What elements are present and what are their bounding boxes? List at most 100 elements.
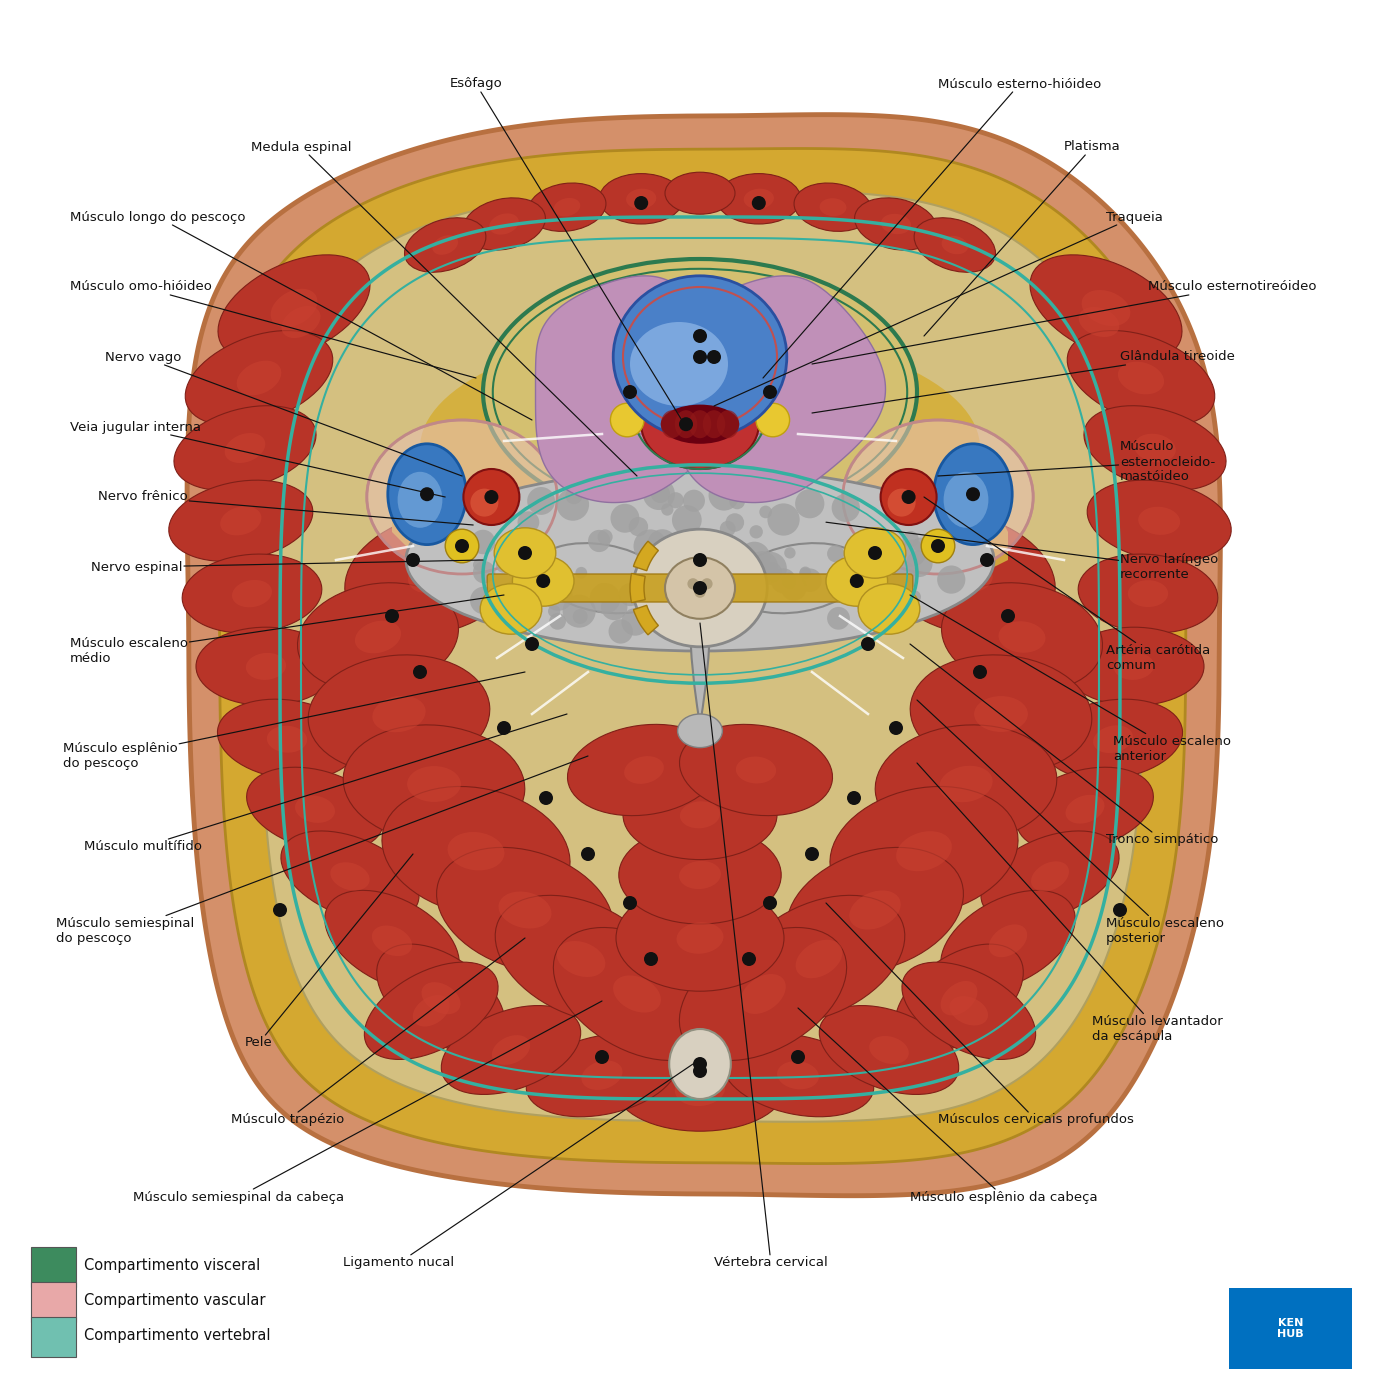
Text: KEN
HUB: KEN HUB <box>1277 1317 1305 1340</box>
Circle shape <box>798 568 822 592</box>
Circle shape <box>536 574 550 588</box>
Circle shape <box>445 529 479 563</box>
Ellipse shape <box>661 410 683 438</box>
Ellipse shape <box>678 714 722 748</box>
Text: Tronco simpático: Tronco simpático <box>910 644 1218 847</box>
Circle shape <box>668 493 683 508</box>
Circle shape <box>980 553 994 567</box>
Ellipse shape <box>616 885 784 991</box>
Ellipse shape <box>830 787 1018 916</box>
Ellipse shape <box>496 896 666 1022</box>
Text: Traqueia: Traqueia <box>714 210 1163 406</box>
Text: Músculo omo-hióideo: Músculo omo-hióideo <box>70 280 476 378</box>
Circle shape <box>752 196 766 210</box>
Ellipse shape <box>1088 480 1231 561</box>
Circle shape <box>966 487 980 501</box>
Circle shape <box>693 553 707 567</box>
Ellipse shape <box>377 944 505 1053</box>
Ellipse shape <box>679 724 833 816</box>
Circle shape <box>470 587 498 615</box>
Circle shape <box>588 529 610 552</box>
Circle shape <box>589 582 620 613</box>
Circle shape <box>746 475 771 500</box>
Text: Músculo esplênio
do pescoço: Músculo esplênio do pescoço <box>63 672 525 770</box>
FancyBboxPatch shape <box>31 1282 76 1322</box>
Polygon shape <box>188 115 1221 1196</box>
Ellipse shape <box>553 927 721 1061</box>
Ellipse shape <box>819 199 847 216</box>
Circle shape <box>545 582 573 610</box>
Ellipse shape <box>613 276 787 438</box>
Ellipse shape <box>1119 361 1163 395</box>
Circle shape <box>539 791 553 805</box>
Circle shape <box>921 529 955 563</box>
Ellipse shape <box>372 925 412 956</box>
Circle shape <box>749 525 763 539</box>
Ellipse shape <box>308 655 490 773</box>
Text: Esôfago: Esôfago <box>449 77 686 427</box>
Ellipse shape <box>854 197 938 251</box>
Text: Músculo esplênio da cabeça: Músculo esplênio da cabeça <box>798 1008 1098 1204</box>
Ellipse shape <box>881 214 911 234</box>
Ellipse shape <box>220 507 262 535</box>
Circle shape <box>683 490 706 512</box>
Ellipse shape <box>1043 699 1183 780</box>
Ellipse shape <box>388 444 466 545</box>
Ellipse shape <box>1064 627 1204 706</box>
Ellipse shape <box>988 924 1028 958</box>
Ellipse shape <box>850 890 900 930</box>
Circle shape <box>888 489 916 517</box>
Circle shape <box>598 529 613 545</box>
Ellipse shape <box>480 584 542 634</box>
Ellipse shape <box>246 767 384 851</box>
Ellipse shape <box>483 259 917 525</box>
Circle shape <box>694 587 706 598</box>
Ellipse shape <box>554 197 580 217</box>
Ellipse shape <box>633 529 767 647</box>
Text: Músculo semiespinal
do pescoço: Músculo semiespinal do pescoço <box>56 756 588 945</box>
Ellipse shape <box>675 410 697 438</box>
Circle shape <box>708 480 739 511</box>
Ellipse shape <box>1084 406 1226 490</box>
Circle shape <box>693 350 707 364</box>
Circle shape <box>449 532 477 560</box>
Ellipse shape <box>406 469 994 651</box>
Circle shape <box>413 665 427 679</box>
FancyBboxPatch shape <box>630 381 770 434</box>
Circle shape <box>549 613 566 630</box>
Ellipse shape <box>232 580 272 608</box>
Circle shape <box>707 350 721 364</box>
Circle shape <box>497 721 511 735</box>
Circle shape <box>672 505 701 535</box>
Ellipse shape <box>869 1036 909 1064</box>
Circle shape <box>648 556 662 570</box>
Polygon shape <box>676 276 886 503</box>
Circle shape <box>906 550 932 577</box>
Wedge shape <box>633 542 658 571</box>
Ellipse shape <box>665 557 735 619</box>
Wedge shape <box>630 574 645 602</box>
Circle shape <box>420 487 434 501</box>
Circle shape <box>634 196 648 210</box>
Ellipse shape <box>941 981 977 1015</box>
Text: Veia jugular interna: Veia jugular interna <box>70 420 445 497</box>
Text: Compartimento vascular: Compartimento vascular <box>84 1294 266 1308</box>
Circle shape <box>937 566 966 594</box>
Circle shape <box>909 591 921 603</box>
Circle shape <box>525 637 539 651</box>
Circle shape <box>850 574 864 588</box>
Circle shape <box>504 581 521 599</box>
Ellipse shape <box>641 379 759 469</box>
Circle shape <box>581 847 595 861</box>
Text: Nervo laríngeo
recorrente: Nervo laríngeo recorrente <box>826 522 1218 581</box>
Circle shape <box>566 487 582 504</box>
Text: Nervo vago: Nervo vago <box>105 350 462 476</box>
Ellipse shape <box>494 528 556 578</box>
Circle shape <box>573 609 588 624</box>
Ellipse shape <box>512 556 574 606</box>
Circle shape <box>638 568 651 581</box>
Ellipse shape <box>281 307 321 337</box>
Circle shape <box>510 580 522 592</box>
Circle shape <box>659 609 675 626</box>
Circle shape <box>648 529 678 559</box>
